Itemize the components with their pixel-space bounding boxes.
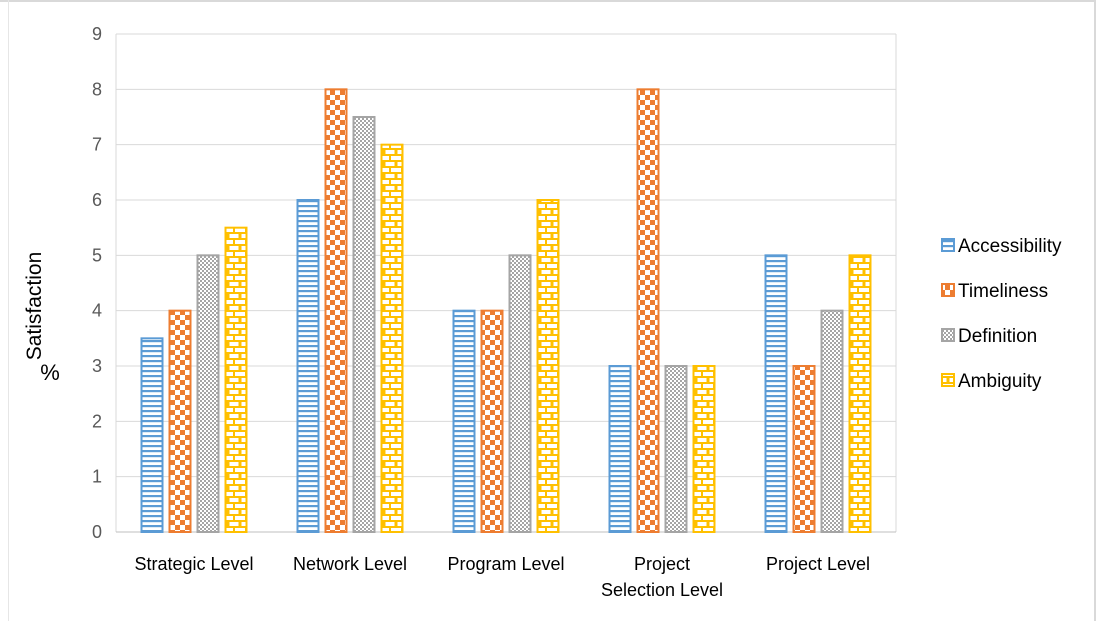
y-tick-label-0: 0 bbox=[92, 522, 102, 542]
bar-project-selection-level-ambiguity bbox=[692, 365, 716, 533]
y-tick-label-8: 8 bbox=[92, 79, 102, 99]
x-tick-labels: Strategic Level Network Level Program Leve… bbox=[134, 554, 870, 600]
y-tick-label-9: 9 bbox=[92, 24, 102, 44]
bar-strategic-level-ambiguity bbox=[224, 226, 248, 534]
legend: Accessibility Timeliness Definition Ambigui… bbox=[941, 236, 1062, 392]
frame-border-right bbox=[1094, 0, 1096, 621]
bar-project-selection-level-accessibility bbox=[608, 365, 632, 533]
legend-label-accessibility: Accessibility bbox=[958, 236, 1062, 257]
bar-strategic-level-accessibility bbox=[140, 337, 164, 534]
bar-project-level-timeliness bbox=[792, 365, 816, 533]
x-tick-label-project-selection-level-line2: Selection Level bbox=[601, 580, 723, 600]
y-tick-label-3: 3 bbox=[92, 356, 102, 376]
legend-label-ambiguity: Ambiguity bbox=[958, 371, 1042, 392]
bar-program-level-timeliness bbox=[480, 309, 504, 533]
y-tick-label-1: 1 bbox=[92, 467, 102, 487]
legend-swatch-timeliness bbox=[941, 283, 955, 297]
bar-project-selection-level-definition bbox=[664, 365, 688, 533]
y-axis-label: Satisfaction bbox=[23, 252, 46, 361]
legend-label-definition: Definition bbox=[958, 326, 1037, 347]
x-tick-label-project-selection-level-line1: Project bbox=[634, 554, 690, 574]
frame-border-top bbox=[0, 0, 1095, 2]
y-tick-label-5: 5 bbox=[92, 245, 102, 265]
x-tick-label-program-level: Program Level bbox=[447, 554, 564, 574]
bar-project-selection-level-timeliness bbox=[636, 88, 660, 533]
y-tick-labels: 0 1 2 3 4 5 6 7 8 9 bbox=[92, 24, 102, 542]
legend-swatch-accessibility bbox=[941, 238, 955, 252]
y-axis-unit-label: % bbox=[40, 360, 60, 385]
y-tick-label-2: 2 bbox=[92, 411, 102, 431]
frame-border-left bbox=[8, 0, 9, 621]
bar-network-level-definition bbox=[352, 116, 376, 533]
bar-project-level-ambiguity bbox=[848, 254, 872, 533]
y-tick-label-4: 4 bbox=[92, 301, 102, 321]
y-tick-label-6: 6 bbox=[92, 190, 102, 210]
bar-project-level-accessibility bbox=[764, 254, 788, 533]
bar-strategic-level-definition bbox=[196, 254, 220, 533]
bar-network-level-ambiguity bbox=[380, 143, 404, 534]
bar-program-level-definition bbox=[508, 254, 532, 533]
legend-swatch-definition bbox=[941, 328, 955, 342]
bar-project-level-definition bbox=[820, 309, 844, 533]
bar-strategic-level-timeliness bbox=[168, 309, 192, 533]
legend-swatch-ambiguity bbox=[941, 373, 955, 387]
bar-network-level-timeliness bbox=[324, 88, 348, 533]
x-tick-label-network-level: Network Level bbox=[293, 554, 407, 574]
y-tick-label-7: 7 bbox=[92, 135, 102, 155]
legend-label-timeliness: Timeliness bbox=[958, 281, 1048, 302]
x-tick-label-project-level: Project Level bbox=[766, 554, 870, 574]
bars bbox=[140, 88, 872, 534]
bar-network-level-accessibility bbox=[296, 199, 320, 533]
x-tick-label-strategic-level: Strategic Level bbox=[134, 554, 253, 574]
bar-program-level-ambiguity bbox=[536, 199, 560, 533]
bar-program-level-accessibility bbox=[452, 309, 476, 533]
